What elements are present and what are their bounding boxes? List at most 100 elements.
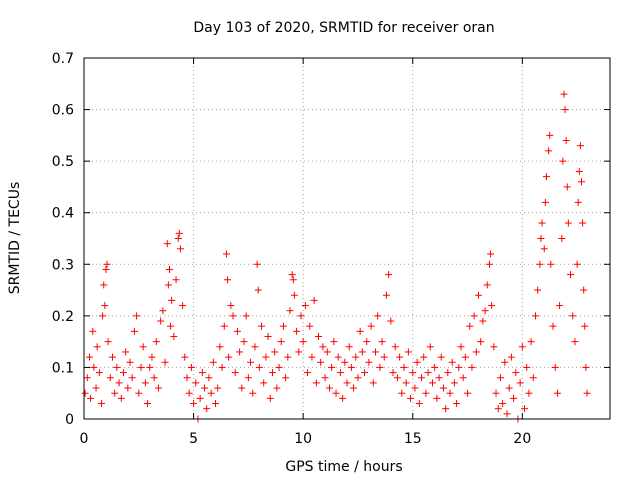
data-point (212, 400, 219, 408)
data-point (472, 348, 480, 356)
data-point (581, 322, 589, 330)
data-point (466, 322, 474, 330)
data-point (117, 394, 125, 402)
y-tick-label: 0.2 (52, 309, 74, 325)
data-point (148, 353, 156, 361)
data-point (122, 348, 130, 356)
data-point (450, 379, 458, 387)
data-point (90, 363, 98, 371)
data-point (247, 358, 255, 366)
data-point (575, 167, 583, 175)
y-tick-label: 0.7 (52, 51, 74, 67)
data-point (330, 338, 338, 346)
data-point (378, 338, 386, 346)
data-point (442, 405, 450, 413)
data-point (224, 276, 232, 284)
data-point (227, 302, 235, 310)
data-points (81, 90, 591, 423)
data-point (523, 363, 531, 371)
data-point (347, 363, 355, 371)
data-point (583, 389, 591, 397)
data-point (350, 384, 358, 392)
data-point (266, 394, 274, 402)
data-point (487, 250, 495, 258)
data-point (538, 219, 546, 227)
data-point (299, 338, 307, 346)
data-point (325, 384, 333, 392)
data-point (424, 369, 432, 377)
data-point (157, 317, 165, 325)
data-point (231, 369, 239, 377)
data-point (214, 384, 222, 392)
data-point (334, 353, 342, 361)
data-point (358, 348, 366, 356)
data-point (225, 353, 233, 361)
data-point (113, 363, 121, 371)
data-point (494, 405, 502, 413)
data-point (365, 358, 373, 366)
data-point (159, 307, 167, 315)
data-point (413, 358, 421, 366)
data-point (174, 235, 182, 242)
data-point (249, 389, 257, 397)
data-point (172, 276, 180, 284)
data-point (98, 400, 106, 408)
data-point (128, 374, 136, 382)
data-point (165, 265, 173, 273)
data-point (571, 338, 579, 346)
data-point (93, 343, 101, 351)
data-point (242, 312, 250, 320)
data-point (124, 384, 132, 392)
data-point (341, 358, 349, 366)
data-point (108, 353, 116, 361)
data-point (428, 379, 436, 387)
data-point (139, 343, 147, 351)
data-point (485, 260, 493, 268)
data-point (496, 374, 504, 382)
x-tick-label: 20 (513, 431, 531, 447)
data-point (345, 343, 353, 351)
data-point (89, 327, 97, 335)
data-point (170, 332, 178, 340)
data-point (119, 369, 127, 377)
data-point (579, 219, 587, 227)
data-point (319, 343, 327, 351)
data-point (534, 286, 542, 294)
data-point (468, 363, 476, 371)
data-point (479, 317, 487, 325)
data-point (209, 358, 217, 366)
data-point (439, 384, 447, 392)
data-point (258, 322, 266, 330)
data-point (164, 281, 172, 289)
data-point (567, 271, 575, 279)
data-point (297, 312, 305, 320)
x-tick-label: 10 (294, 431, 312, 447)
data-point (301, 302, 309, 310)
data-point (103, 260, 111, 268)
data-point (312, 379, 320, 387)
data-point (141, 379, 149, 387)
data-point (527, 338, 535, 346)
data-point (448, 358, 456, 366)
data-point (560, 90, 568, 98)
data-point (553, 389, 561, 397)
data-point (546, 131, 554, 139)
data-point (409, 369, 417, 377)
data-point (163, 240, 171, 248)
data-point (457, 343, 465, 351)
data-point (490, 343, 498, 351)
data-point (578, 178, 586, 186)
data-point (529, 374, 537, 382)
data-point (144, 400, 152, 408)
data-point (205, 374, 213, 382)
data-point (85, 353, 93, 361)
data-point (152, 338, 160, 346)
data-point (374, 312, 382, 320)
data-point (218, 363, 226, 371)
data-point (426, 343, 434, 351)
data-point (315, 332, 323, 340)
data-point (87, 394, 95, 402)
plot-frame (83, 57, 611, 420)
data-point (433, 394, 441, 402)
